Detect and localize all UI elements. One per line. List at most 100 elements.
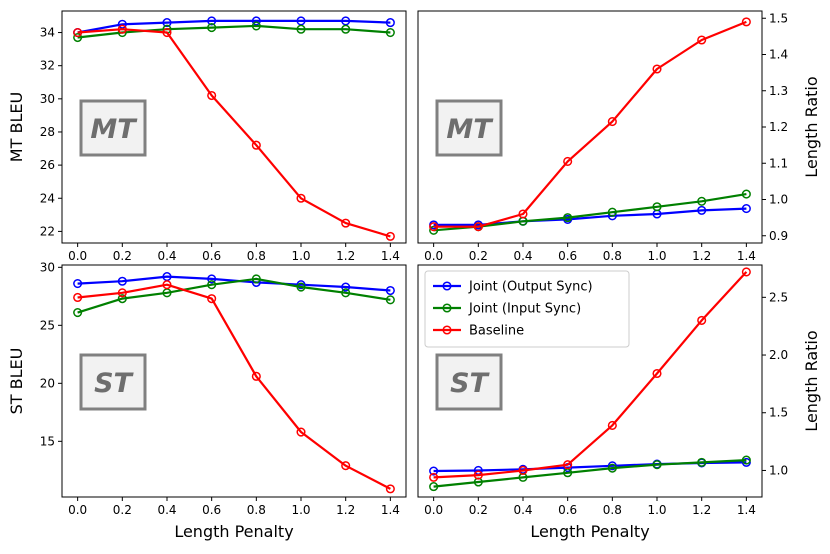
data-point — [296, 24, 306, 34]
x-tick-label: 1.4 — [737, 503, 756, 517]
data-point — [607, 117, 617, 127]
data-point — [385, 18, 395, 28]
series-joint-input — [429, 455, 751, 492]
series-joint-input — [429, 189, 751, 235]
x-tick-label: 1.4 — [381, 249, 400, 263]
x-tick-label: 0.6 — [202, 503, 221, 517]
data-point — [341, 218, 351, 228]
x-tick-label: 0.2 — [469, 503, 488, 517]
data-point — [741, 204, 751, 214]
series-line — [77, 19, 391, 34]
badge-label: MT — [446, 114, 494, 145]
data-point — [429, 472, 439, 482]
data-point — [652, 64, 662, 74]
data-point — [697, 457, 707, 467]
data-point — [207, 274, 217, 284]
data-point — [563, 460, 573, 470]
legend-entry: Baseline — [433, 324, 524, 339]
data-point — [429, 466, 439, 476]
y-tick-label: 1.5 — [769, 11, 788, 25]
plot-frame — [61, 10, 407, 244]
series-joint-input — [73, 21, 395, 43]
data-point — [341, 282, 351, 292]
chart-mt-length: 0.0 0.2 0.4 0.6 0.8 1.0 1.2 1.4 0.9 1.0 1.1 1.2 1.3 1… — [417, 10, 821, 263]
x-tick-label: 0.4 — [157, 249, 176, 263]
legend-label: Joint (Output Sync) — [468, 280, 593, 295]
data-point — [73, 279, 83, 289]
data-point — [385, 27, 395, 38]
data-point — [697, 35, 707, 45]
y-axis-label: Length Ratio — [802, 76, 821, 177]
x-tick-label: 0.4 — [157, 503, 176, 517]
data-point — [518, 465, 528, 476]
y-tick-label: 32 — [40, 59, 55, 73]
data-point — [341, 461, 351, 471]
badge-box — [435, 99, 503, 157]
y-tick-label: 2.0 — [769, 348, 788, 362]
data-point — [73, 308, 83, 318]
y-tick-label: 1.1 — [769, 156, 788, 170]
data-point — [697, 205, 707, 215]
data-point — [741, 455, 751, 465]
y-tick-label: 24 — [40, 191, 55, 205]
x-tick-label: 1.0 — [647, 503, 666, 517]
legend-marker — [442, 303, 452, 313]
legend-marker — [442, 281, 452, 291]
data-point — [518, 209, 528, 219]
plot-frame — [417, 264, 763, 498]
data-point — [563, 213, 573, 223]
x-tick-label: 0.8 — [247, 249, 266, 263]
badge-mt: MT — [435, 99, 503, 157]
x-axis-label: Length Penalty — [530, 522, 649, 541]
x-tick-label: 1.4 — [737, 249, 756, 263]
series-joint-input — [73, 274, 395, 318]
data-point — [207, 23, 217, 33]
x-tick-label: 0.8 — [247, 503, 266, 517]
chart-st-bleu: 0.0 0.2 0.4 0.6 0.8 1.0 1.2 1.4 15 20 25 30 ST BLEU L… — [7, 260, 407, 541]
series-line — [77, 277, 391, 314]
data-point — [385, 231, 395, 241]
data-point — [207, 294, 217, 304]
x-tick-label: 0.8 — [603, 249, 622, 263]
data-point — [385, 285, 395, 296]
x-tick-label: 0.2 — [113, 503, 132, 517]
data-point — [207, 280, 217, 290]
series-baseline — [429, 267, 751, 482]
x-tick-label: 0.4 — [513, 249, 532, 263]
x-tick-label: 1.2 — [692, 249, 711, 263]
data-point — [73, 32, 83, 43]
badge-label: ST — [94, 368, 134, 399]
y-axis-label: MT BLEU — [7, 92, 26, 162]
legend-marker — [442, 325, 452, 335]
data-point — [741, 189, 751, 199]
series-line — [433, 193, 747, 232]
y-tick-label: 15 — [40, 434, 55, 448]
series-line — [77, 283, 391, 490]
x-tick-label: 1.2 — [336, 503, 355, 517]
y-tick-label: 25 — [40, 318, 55, 332]
data-point — [251, 16, 261, 26]
data-point — [473, 470, 483, 480]
x-tick-label: 0.4 — [513, 503, 532, 517]
y-tick-label: 0.9 — [769, 229, 788, 243]
data-point — [296, 282, 306, 292]
data-point — [429, 482, 439, 492]
data-point — [385, 484, 395, 494]
badge-box — [79, 99, 147, 157]
y-tick-label: 1.3 — [769, 84, 788, 98]
data-point — [697, 196, 707, 206]
badge-st: ST — [435, 353, 503, 411]
x-axis-label: Length Penalty — [174, 522, 293, 541]
data-point — [73, 27, 83, 38]
data-point — [563, 156, 573, 166]
data-point — [73, 292, 83, 303]
data-point — [207, 90, 217, 101]
badge-label: ST — [450, 368, 490, 399]
data-point — [741, 17, 751, 27]
x-tick-label: 0.8 — [603, 503, 622, 517]
y-tick-label: 1.4 — [769, 48, 788, 62]
series-baseline — [429, 17, 751, 232]
x-tick-label: 1.2 — [692, 503, 711, 517]
x-tick-label: 0.6 — [558, 503, 577, 517]
y-tick-label: 30 — [40, 260, 55, 274]
